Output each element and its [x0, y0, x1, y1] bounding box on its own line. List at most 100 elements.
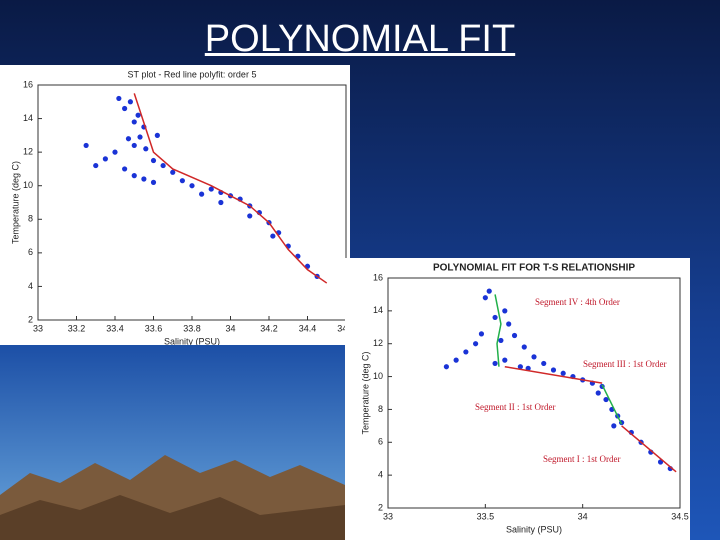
point — [131, 142, 137, 149]
chart-figure: POLYNOMIAL FIT FOR T-S RELATIONSHIP Salin… — [345, 258, 690, 540]
point — [525, 365, 531, 371]
point — [170, 169, 176, 175]
point — [154, 132, 160, 138]
y-tick-label: 2 — [28, 314, 33, 324]
point — [125, 136, 132, 142]
y-tick-label: 14 — [373, 305, 383, 315]
point — [531, 354, 537, 360]
point — [473, 341, 479, 347]
point — [482, 295, 488, 301]
point — [550, 367, 557, 373]
y-tick-label: 6 — [378, 437, 383, 447]
x-tick-label: 33 — [33, 323, 43, 333]
x-tick-label: 33.5 — [477, 511, 495, 521]
point — [137, 134, 143, 140]
x-tick-label: 34.4 — [299, 323, 317, 333]
y-tick-label: 8 — [378, 404, 383, 414]
y-axis-label: Temperature (deg C) — [360, 351, 370, 434]
point — [478, 331, 485, 337]
annotation: Segment IV : 4th Order — [535, 297, 620, 307]
x-tick-label: 34 — [225, 323, 235, 333]
chart-title: POLYNOMIAL FIT FOR T-S RELATIONSHIP — [433, 263, 635, 274]
point — [541, 360, 547, 367]
y-axis-label: Temperature (deg C) — [10, 161, 20, 244]
y-tick-label: 6 — [28, 247, 33, 257]
point — [150, 157, 157, 164]
annotation: Segment II : 1st Order — [475, 402, 555, 412]
y-tick-label: 12 — [23, 147, 33, 157]
x-tick-label: 33.4 — [106, 323, 124, 333]
point — [560, 370, 566, 376]
point — [189, 183, 195, 189]
point — [83, 142, 89, 149]
point — [116, 95, 122, 102]
fit-line — [601, 384, 623, 425]
x-tick-label: 34.2 — [260, 323, 278, 333]
y-tick-label: 2 — [378, 502, 383, 512]
point — [143, 146, 149, 152]
point — [93, 162, 99, 169]
y-tick-label: 4 — [378, 470, 383, 480]
point — [112, 149, 118, 155]
point — [443, 364, 449, 370]
plot-area — [387, 277, 681, 509]
point — [498, 337, 504, 344]
x-tick-label: 34.6 — [337, 323, 350, 333]
point — [247, 213, 253, 219]
x-axis-label: Salinity (PSU) — [506, 524, 562, 534]
point — [218, 199, 224, 206]
y-tick-label: 8 — [28, 214, 33, 224]
point — [150, 179, 157, 185]
slide-title: POLYNOMIAL FIT — [204, 18, 516, 60]
fit-line — [133, 93, 328, 284]
point — [453, 357, 459, 363]
point — [502, 308, 508, 314]
point — [517, 364, 523, 370]
point — [160, 162, 166, 169]
mountain-photo — [0, 345, 345, 540]
x-tick-label: 33 — [383, 511, 393, 521]
point — [131, 119, 137, 125]
point — [122, 166, 128, 172]
point — [199, 191, 205, 197]
chart-title: ST plot - Red line polyfit: order 5 — [128, 69, 257, 79]
fit-line — [504, 365, 603, 384]
point — [492, 360, 498, 367]
x-tick-label: 33.8 — [183, 323, 201, 333]
point — [179, 178, 185, 184]
y-tick-label: 4 — [28, 281, 33, 291]
chart-figure: ST plot - Red line polyfit: order 5 Salin… — [0, 65, 350, 345]
plot-area — [37, 84, 347, 321]
point — [135, 112, 141, 118]
x-tick-label: 33.6 — [145, 323, 163, 333]
x-tick-label: 34 — [578, 511, 588, 521]
y-tick-label: 16 — [373, 272, 383, 282]
fit-line — [621, 425, 677, 473]
point — [141, 176, 147, 182]
annotation: Segment III : 1st Order — [583, 359, 666, 369]
point — [486, 288, 492, 294]
x-tick-label: 33.2 — [68, 323, 86, 333]
y-tick-label: 16 — [23, 79, 33, 89]
x-axis-label: Salinity (PSU) — [164, 336, 220, 345]
point — [492, 314, 498, 321]
point — [506, 321, 512, 327]
point — [131, 173, 137, 179]
point — [463, 349, 469, 355]
point — [270, 233, 276, 239]
point — [102, 156, 108, 162]
point — [511, 332, 518, 339]
point — [595, 390, 601, 396]
point — [208, 186, 214, 192]
y-tick-label: 10 — [373, 371, 383, 381]
point — [603, 396, 609, 403]
point — [122, 105, 128, 112]
x-tick-label: 34.5 — [671, 511, 689, 521]
point — [127, 99, 133, 105]
point — [521, 344, 527, 350]
point — [502, 357, 508, 363]
y-tick-label: 10 — [23, 180, 33, 190]
y-tick-label: 14 — [23, 113, 33, 123]
y-tick-label: 12 — [373, 338, 383, 348]
